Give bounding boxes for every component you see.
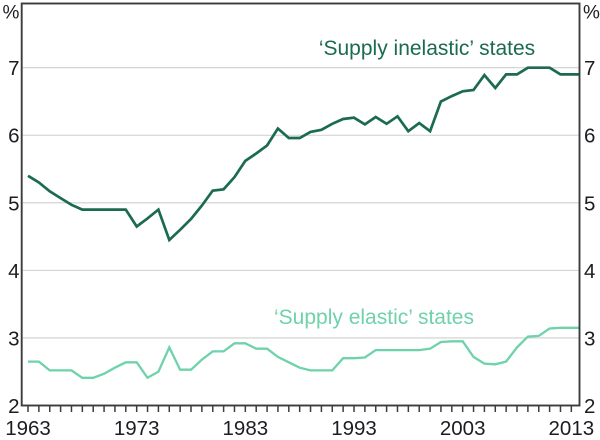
x-axis-labels-layer: 1963 1973 1983 1993 2003 2013	[5, 417, 594, 440]
y-tick-label-left: 7	[8, 57, 19, 80]
y-axis-labels-right-layer: 7 6 5 4 3 2	[584, 57, 595, 418]
unit-label-left: %	[3, 3, 20, 24]
gridlines-layer	[21, 67, 580, 339]
x-tick-label: 1963	[5, 417, 51, 440]
x-tick-label: 1983	[223, 417, 269, 440]
y-tick-label-left: 3	[8, 327, 19, 350]
y-tick-label-left: 4	[8, 260, 19, 283]
y-tick-label-left: 6	[8, 125, 19, 148]
x-tick-label: 2003	[440, 417, 486, 440]
series-label-supply-elastic: ‘Supply elastic’ states	[274, 306, 474, 329]
series-line-supply-elastic	[28, 326, 580, 380]
y-tick-label-right: 3	[584, 327, 595, 350]
y-tick-label-left: 5	[8, 192, 19, 215]
y-tick-label-right: 2	[584, 395, 595, 418]
y-axis-labels-left-layer: 7 6 5 4 3 2	[8, 57, 19, 418]
y-tick-label-right: 7	[584, 57, 595, 80]
series-layer	[27, 66, 580, 380]
y-tick-label-left: 2	[8, 395, 19, 418]
x-tick-label: 1993	[331, 417, 377, 440]
unit-label-right: %	[583, 3, 600, 24]
x-axis-ticks-layer	[27, 405, 573, 412]
y-tick-label-right: 5	[584, 192, 595, 215]
x-tick-label: 2013	[549, 417, 595, 440]
series-line-supply-inelastic	[27, 66, 580, 243]
y-tick-label-right: 6	[584, 125, 595, 148]
plot-border	[20, 2, 581, 407]
series-label-supply-inelastic: ‘Supply inelastic’ states	[319, 37, 535, 60]
x-tick-label: 1973	[114, 417, 160, 440]
y-tick-label-right: 4	[584, 260, 595, 283]
